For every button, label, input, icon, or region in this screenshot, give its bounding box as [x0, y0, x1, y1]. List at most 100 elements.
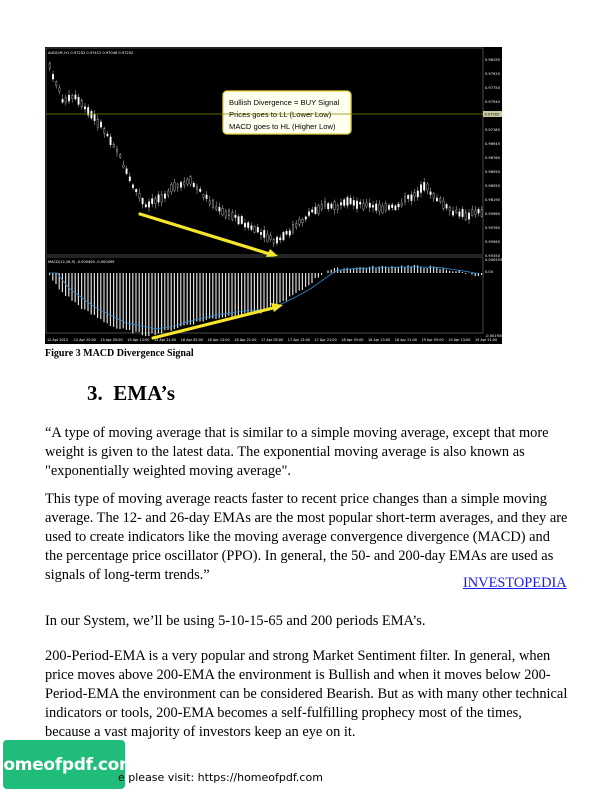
macd-bar	[340, 270, 342, 273]
candle	[221, 208, 224, 216]
macd-bar	[141, 273, 143, 336]
time-axis-label: 18 Apr 13:00	[368, 338, 390, 342]
candle	[288, 230, 291, 236]
candle	[407, 195, 410, 199]
candle	[157, 194, 160, 203]
candle	[141, 198, 144, 205]
macd-bar	[298, 273, 300, 291]
macd-bar	[314, 273, 316, 279]
macd-bar	[177, 273, 179, 329]
macd-bar	[285, 273, 287, 301]
candle	[64, 97, 67, 103]
homeofpdf-logo[interactable]: homeofpdf.com	[0, 740, 137, 789]
macd-bar	[413, 265, 415, 273]
time-axis-label: 19 Apr 21:00	[475, 338, 497, 342]
macd-bar	[353, 268, 355, 273]
candle	[189, 176, 192, 185]
candle	[308, 211, 310, 216]
candle	[285, 231, 288, 235]
candle	[442, 200, 445, 209]
macd-bar	[311, 273, 313, 284]
candle	[458, 211, 461, 217]
candle	[279, 237, 282, 241]
macd-bar	[196, 273, 198, 322]
candle	[327, 203, 330, 210]
macd-bar	[132, 273, 134, 334]
macd-bar	[138, 273, 140, 333]
candle	[103, 128, 106, 134]
candle	[74, 94, 77, 100]
candle	[423, 182, 426, 191]
candle	[269, 235, 272, 240]
macd-bar	[273, 273, 275, 306]
macd-bar	[116, 273, 118, 329]
candle	[196, 186, 198, 190]
candle	[480, 209, 483, 217]
price-axis-label: 0.95565	[485, 240, 500, 244]
time-axis-label: 18 Apr 05:00	[341, 338, 363, 342]
price-arrow-head	[266, 249, 278, 257]
macd-bar	[260, 273, 262, 314]
macd-bar	[327, 270, 329, 273]
candle	[125, 168, 128, 174]
macd-divergence-chart: AUDCHF,H1 0.97202 0.97412 0.97046 0.9720…	[45, 47, 502, 344]
macd-bar	[378, 266, 380, 273]
price-marker-label: 0.97202	[485, 113, 500, 117]
candle	[164, 193, 166, 199]
macd-bar	[186, 273, 188, 325]
macd-axis-label: -0.001934	[485, 334, 502, 338]
macd-bar	[189, 273, 191, 325]
candle	[250, 225, 253, 230]
macd-bar	[71, 273, 73, 301]
candle	[471, 209, 474, 216]
chart-canvas: AUDCHF,H1 0.97202 0.97412 0.97046 0.9720…	[45, 47, 502, 344]
price-axis-label: 0.95350	[485, 254, 501, 258]
macd-bar	[330, 269, 332, 273]
investopedia-link[interactable]: INVESTOPEDIA	[463, 575, 567, 591]
candle	[55, 81, 58, 86]
macd-bar	[183, 273, 185, 326]
candle	[461, 209, 464, 217]
candle	[68, 94, 70, 102]
candle	[375, 203, 378, 211]
quote-paragraph-2: This type of moving average reacts faste…	[45, 491, 568, 583]
macd-bar	[433, 266, 435, 273]
price-axis-label: 0.96760	[485, 156, 501, 160]
candle	[77, 96, 80, 105]
macd-bar	[455, 271, 457, 273]
macd-bar	[404, 267, 406, 273]
candle	[186, 179, 189, 185]
candle	[301, 219, 304, 223]
candle	[119, 154, 122, 158]
macd-bar	[333, 268, 335, 273]
candle	[272, 239, 275, 244]
macd-bar	[212, 273, 214, 319]
candle	[333, 201, 336, 210]
macd-bar	[436, 267, 438, 273]
candle	[282, 232, 285, 241]
candle	[436, 197, 438, 202]
macd-bar	[282, 273, 284, 301]
macd-higher-low-arrow	[151, 305, 279, 340]
time-axis-label: 17 Apr 05:00	[261, 338, 283, 342]
callout-box	[222, 90, 352, 135]
macd-axis-label: 0.00	[485, 270, 494, 274]
candle	[253, 226, 256, 233]
candle	[183, 181, 186, 186]
section-title: EMA’s	[113, 381, 176, 405]
macd-bar	[449, 270, 451, 273]
price-pane-frame	[45, 47, 484, 256]
candle	[330, 203, 333, 209]
macd-arrow-head	[271, 303, 283, 312]
candle	[343, 199, 346, 206]
macd-bar	[391, 266, 393, 273]
candle	[71, 95, 74, 99]
candle	[58, 87, 61, 92]
candle	[199, 188, 202, 192]
candle	[106, 133, 109, 137]
symbol-header: AUDCHF,H1 0.97202 0.97412 0.97046 0.9720…	[48, 51, 133, 55]
macd-bar	[52, 273, 54, 281]
macd-bar	[388, 268, 390, 273]
price-axis-label: 0.96550	[485, 170, 501, 174]
candle	[400, 202, 403, 206]
